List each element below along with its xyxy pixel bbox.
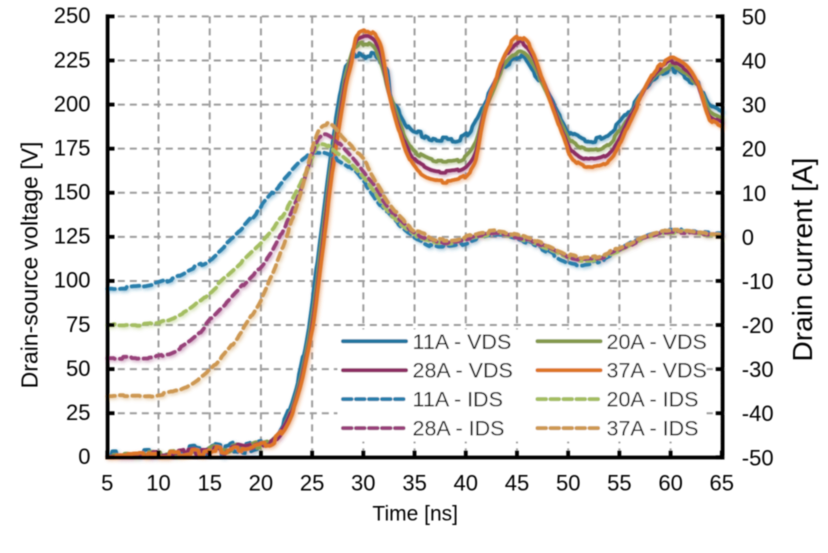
svg-text:20: 20 [249, 471, 273, 496]
svg-text:0: 0 [742, 225, 754, 250]
svg-text:28A - IDS: 28A - IDS [413, 417, 505, 441]
svg-text:30: 30 [351, 471, 375, 496]
svg-text:250: 250 [54, 3, 91, 28]
svg-text:-40: -40 [742, 401, 774, 426]
svg-text:Drain current [A]: Drain current [A] [787, 158, 818, 362]
svg-text:40: 40 [742, 49, 766, 74]
svg-text:11A - VDS: 11A - VDS [413, 330, 512, 354]
svg-text:Time [ns]: Time [ns] [372, 503, 458, 526]
svg-text:Drain-source voltage [V]: Drain-source voltage [V] [17, 142, 43, 389]
svg-text:45: 45 [505, 471, 529, 496]
svg-text:15: 15 [197, 471, 221, 496]
svg-text:20A - IDS: 20A - IDS [607, 388, 699, 412]
svg-text:65: 65 [710, 471, 734, 496]
svg-text:35: 35 [402, 471, 426, 496]
svg-text:37A - VDS: 37A - VDS [607, 359, 707, 383]
svg-text:150: 150 [54, 180, 91, 205]
svg-text:-30: -30 [742, 357, 774, 382]
svg-text:-50: -50 [742, 445, 774, 470]
svg-text:25: 25 [300, 471, 324, 496]
svg-text:25: 25 [66, 400, 90, 425]
svg-text:10: 10 [742, 181, 766, 206]
svg-text:-10: -10 [742, 269, 774, 294]
svg-text:11A - IDS: 11A - IDS [413, 388, 503, 412]
svg-text:10: 10 [146, 471, 170, 496]
svg-text:40: 40 [454, 471, 478, 496]
svg-text:50: 50 [556, 471, 580, 496]
svg-text:200: 200 [54, 91, 91, 116]
svg-text:50: 50 [742, 4, 766, 29]
svg-text:50: 50 [66, 356, 90, 381]
svg-text:37A - IDS: 37A - IDS [607, 417, 699, 441]
svg-text:5: 5 [101, 471, 113, 496]
svg-text:55: 55 [607, 471, 631, 496]
svg-text:28A - VDS: 28A - VDS [413, 359, 513, 383]
svg-text:60: 60 [658, 471, 682, 496]
svg-text:75: 75 [66, 312, 90, 337]
svg-text:20A - VDS: 20A - VDS [607, 330, 707, 354]
svg-text:0: 0 [78, 444, 90, 469]
svg-text:100: 100 [54, 268, 91, 293]
svg-text:30: 30 [742, 93, 766, 118]
svg-text:175: 175 [54, 136, 91, 161]
svg-text:20: 20 [742, 137, 766, 162]
svg-text:-20: -20 [742, 313, 774, 338]
svg-text:125: 125 [54, 224, 91, 249]
svg-text:225: 225 [54, 47, 91, 72]
